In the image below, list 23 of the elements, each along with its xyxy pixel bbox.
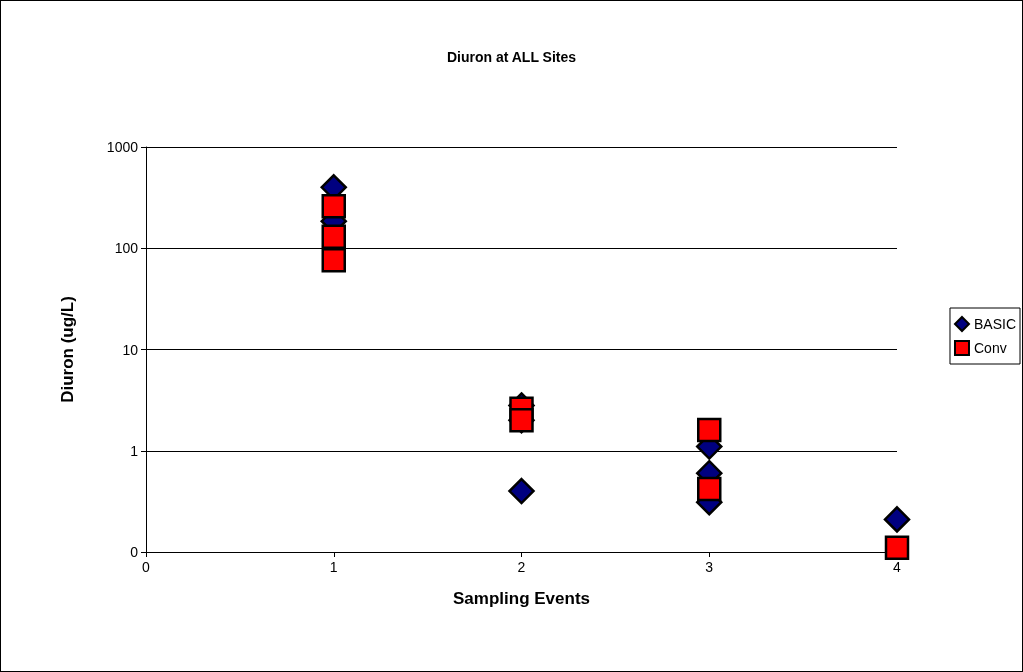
y-tick-label: 0	[130, 544, 139, 560]
point	[697, 417, 722, 443]
y-axis-title: Diuron (ug/L)	[58, 296, 77, 403]
x-tick-label: 2	[517, 559, 526, 575]
point	[884, 535, 910, 561]
x-tick-label: 4	[893, 559, 902, 575]
legend-label: BASIC	[973, 316, 1016, 332]
point	[508, 477, 535, 505]
x-axis-title: Sampling Events	[453, 589, 590, 608]
x-tick-label: 1	[329, 559, 338, 575]
x-tick-label: 0	[142, 559, 151, 575]
chart-title: Diuron at ALL Sites	[446, 49, 577, 65]
y-tick-label: 10	[122, 341, 139, 358]
x-tick-label: 3	[705, 559, 714, 575]
point	[321, 193, 346, 219]
legend-label: Conv	[973, 340, 1007, 356]
y-tick-label: 1	[130, 442, 139, 459]
y-tick-label: 1000	[106, 139, 139, 155]
point	[697, 476, 722, 502]
point	[321, 248, 346, 273]
y-tick-label: 100	[114, 240, 139, 257]
point	[883, 506, 911, 533]
point	[321, 224, 346, 249]
